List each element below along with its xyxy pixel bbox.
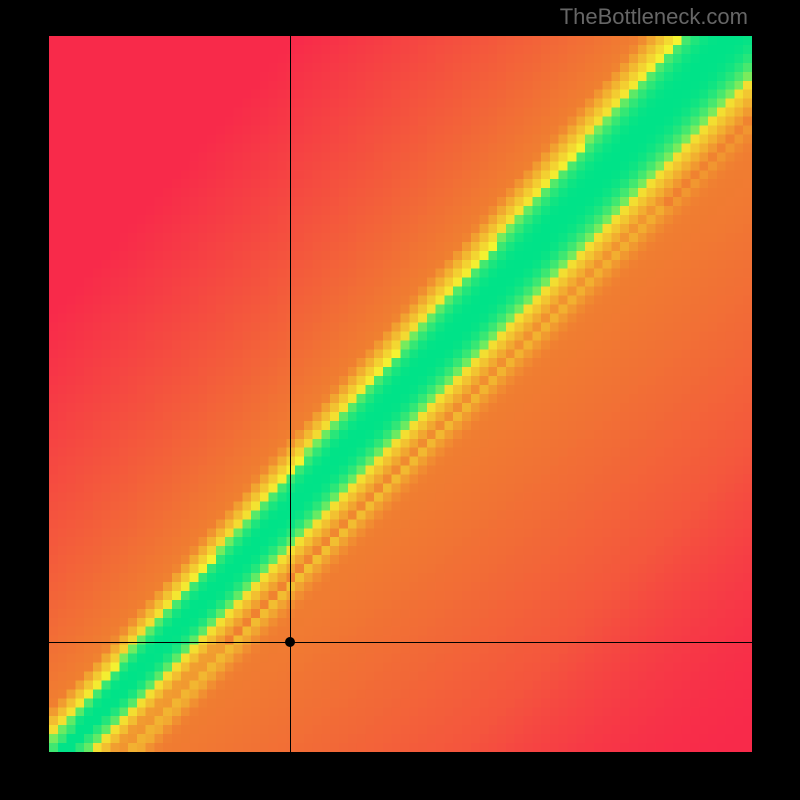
heatmap-plot [49, 36, 752, 752]
heatmap-canvas [49, 36, 752, 752]
crosshair-marker [285, 637, 295, 647]
watermark-label: TheBottleneck.com [560, 4, 748, 30]
crosshair-horizontal [49, 642, 752, 643]
chart-container: TheBottleneck.com [0, 0, 800, 800]
